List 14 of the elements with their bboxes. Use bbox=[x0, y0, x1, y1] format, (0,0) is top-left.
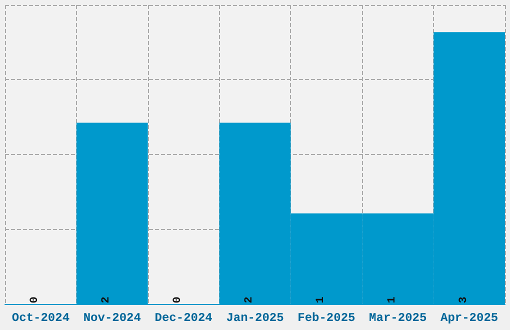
data-label: 1 bbox=[386, 296, 398, 304]
data-label: 3 bbox=[458, 296, 470, 304]
x-tick-label: Oct-2024 bbox=[12, 311, 70, 325]
data-label: 2 bbox=[100, 296, 113, 304]
data-label: 1 bbox=[314, 296, 327, 304]
x-tick-label: Feb-2025 bbox=[298, 311, 356, 325]
data-label: 2 bbox=[244, 296, 256, 304]
x-tick-label: Dec-2024 bbox=[154, 311, 212, 325]
x-tick-label: Jan-2025 bbox=[226, 311, 284, 325]
x-tick-label: Nov-2024 bbox=[83, 311, 141, 325]
data-label: 0 bbox=[29, 296, 42, 304]
x-tick-label: Apr-2025 bbox=[440, 311, 498, 325]
data-label: 0 bbox=[172, 296, 184, 304]
x-tick-label: Mar-2025 bbox=[369, 311, 427, 325]
